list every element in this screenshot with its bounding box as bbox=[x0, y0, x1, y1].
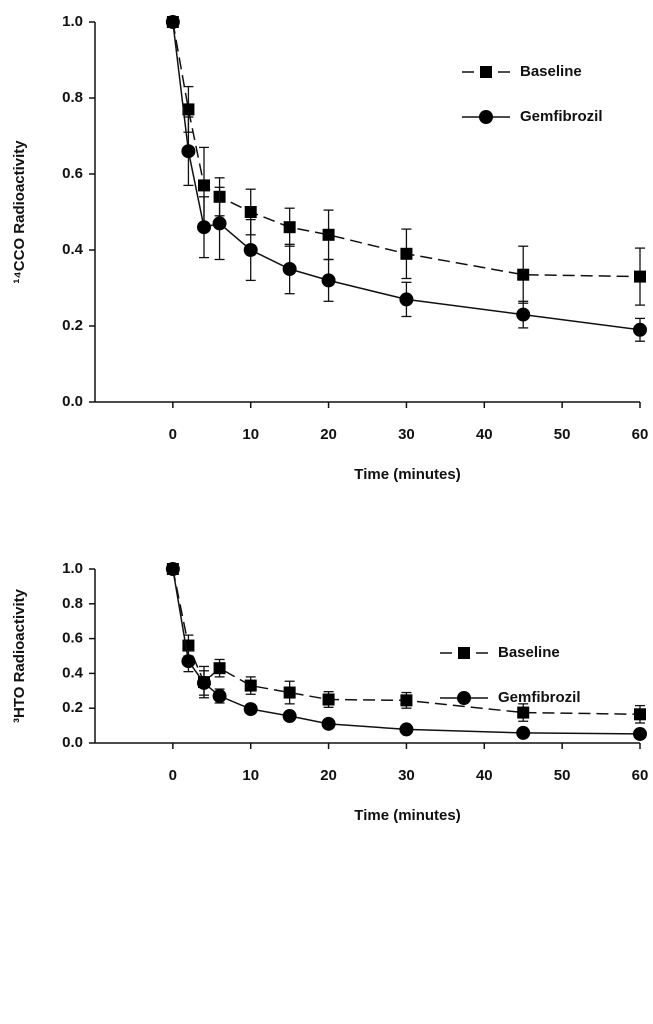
chart: 0.0 0.2 0.4 0.6 0.8 1.0 0 10 20 30 40 50 60 Time (min… bbox=[11, 13, 648, 483]
marker bbox=[197, 675, 211, 690]
x-tick-label: 40 bbox=[476, 767, 493, 784]
series-line bbox=[172, 568, 641, 716]
y-tick-label: 0.0 bbox=[62, 393, 83, 410]
x-tick-label: 10 bbox=[242, 767, 259, 784]
marker bbox=[400, 694, 413, 707]
marker bbox=[516, 307, 531, 322]
marker bbox=[283, 686, 296, 699]
y-tick-label: 0.4 bbox=[62, 664, 84, 681]
x-tick-label: 40 bbox=[476, 426, 493, 443]
marker bbox=[517, 706, 530, 719]
marker bbox=[516, 725, 531, 740]
y-tick-label: 0.2 bbox=[62, 699, 83, 716]
legend-label: Baseline bbox=[498, 644, 560, 661]
series-line bbox=[172, 21, 641, 331]
marker bbox=[244, 206, 257, 218]
marker bbox=[181, 654, 196, 669]
marker bbox=[212, 216, 227, 231]
y-tick-label: 0.8 bbox=[62, 595, 83, 612]
y-tick-label: 0.6 bbox=[62, 165, 83, 182]
y-tick-label: 0.4 bbox=[62, 241, 84, 258]
x-tick-label: 60 bbox=[632, 426, 649, 443]
y-tick-label: 0.0 bbox=[62, 734, 83, 751]
marker bbox=[182, 103, 195, 116]
marker bbox=[321, 273, 336, 288]
x-tick-label: 60 bbox=[632, 767, 649, 784]
marker bbox=[213, 662, 226, 675]
marker bbox=[633, 322, 647, 337]
marker bbox=[399, 292, 414, 307]
marker bbox=[517, 268, 530, 281]
x-tick-label: 50 bbox=[554, 767, 571, 784]
legend-marker bbox=[480, 66, 492, 78]
x-tick-label: 30 bbox=[398, 426, 415, 443]
chart: 0.0 0.2 0.4 0.6 0.8 1.0 0 10 20 30 40 50 60 Time (min… bbox=[11, 560, 648, 824]
y-tick-label: 0.2 bbox=[62, 317, 83, 334]
series-line bbox=[172, 21, 641, 278]
legend-label: Gemfibrozil bbox=[498, 689, 581, 706]
y-tick-label: 1.0 bbox=[62, 560, 83, 577]
marker bbox=[322, 228, 335, 241]
marker bbox=[322, 693, 335, 706]
x-tick-label: 50 bbox=[554, 426, 571, 443]
marker bbox=[243, 702, 258, 717]
marker bbox=[282, 262, 297, 276]
legend-marker bbox=[457, 691, 471, 705]
y-axis-label: ³HTO Radioactivity bbox=[11, 588, 28, 723]
marker bbox=[182, 639, 195, 652]
legend-marker bbox=[458, 647, 470, 659]
x-tick-label: 0 bbox=[169, 767, 177, 784]
x-axis-label: Time (minutes) bbox=[354, 466, 460, 483]
x-axis-label: Time (minutes) bbox=[354, 807, 460, 824]
x-tick-label: 20 bbox=[320, 767, 337, 784]
y-tick-label: 1.0 bbox=[62, 13, 83, 30]
marker bbox=[181, 144, 196, 159]
marker bbox=[634, 270, 646, 283]
marker bbox=[282, 709, 297, 724]
marker bbox=[321, 716, 336, 731]
marker bbox=[283, 221, 296, 234]
marker bbox=[197, 220, 211, 235]
marker bbox=[198, 179, 210, 192]
marker bbox=[165, 15, 180, 29]
marker bbox=[243, 243, 258, 257]
marker bbox=[633, 726, 647, 741]
marker bbox=[399, 722, 414, 737]
marker bbox=[165, 562, 180, 576]
series-line bbox=[172, 568, 641, 735]
x-tick-label: 30 bbox=[398, 767, 415, 784]
marker bbox=[212, 689, 227, 704]
x-tick-label: 20 bbox=[320, 426, 337, 443]
legend-label: Gemfibrozil bbox=[520, 108, 603, 125]
marker bbox=[400, 247, 413, 260]
legend-marker bbox=[479, 110, 493, 124]
legend-label: Baseline bbox=[520, 63, 582, 80]
y-axis-label: ¹⁴CCO Radioactivity bbox=[11, 140, 28, 284]
x-tick-label: 10 bbox=[242, 426, 259, 443]
marker bbox=[244, 679, 257, 692]
y-tick-label: 0.8 bbox=[62, 89, 83, 106]
marker bbox=[634, 708, 646, 721]
y-tick-label: 0.6 bbox=[62, 630, 83, 647]
x-tick-label: 0 bbox=[169, 426, 177, 443]
